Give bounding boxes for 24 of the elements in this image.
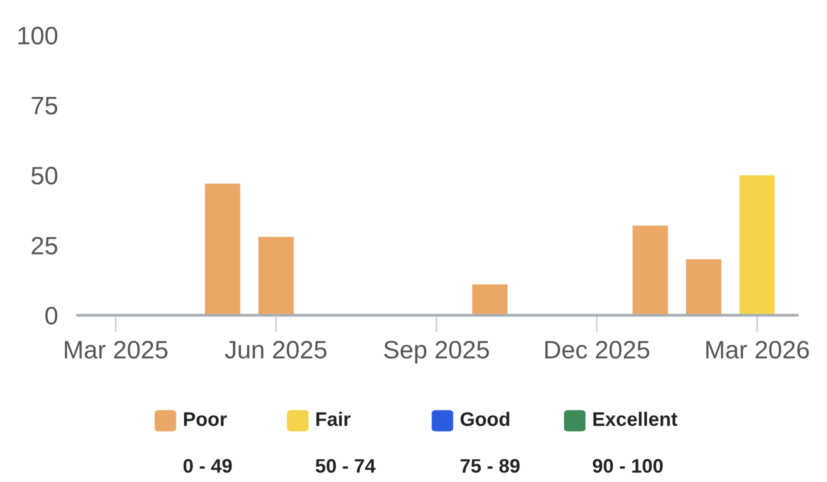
bar <box>204 184 240 316</box>
text: 90 - 100 <box>592 458 663 473</box>
x-tick-label: Jun 2025 <box>225 340 326 359</box>
bar <box>632 226 668 316</box>
legend-label: Excellent <box>593 412 678 426</box>
bar <box>686 259 722 316</box>
bar <box>258 236 294 316</box>
y-tick-label: 0 <box>45 306 58 325</box>
x-tick-label: Mar 2026 <box>706 340 809 359</box>
legend-label: Fair <box>316 412 350 426</box>
y-tick-label: 25 <box>32 236 58 255</box>
x-tick-label: Mar 2025 <box>64 340 168 359</box>
text: 50 - 74 <box>316 458 376 473</box>
y-tick-label: 50 <box>31 166 58 185</box>
legend-label: Poor <box>184 412 227 426</box>
y-tick-label: 75 <box>32 97 58 114</box>
text: 0 - 49 <box>184 458 232 473</box>
x-tick-label: Sep 2025 <box>384 340 489 364</box>
bar <box>472 284 508 316</box>
legend-label: Good <box>460 412 510 426</box>
y-tick-label: 100 <box>18 26 58 44</box>
x-tick-label: Dec 2025 <box>545 340 650 359</box>
bar <box>740 175 775 316</box>
text: 75 - 89 <box>460 458 520 473</box>
